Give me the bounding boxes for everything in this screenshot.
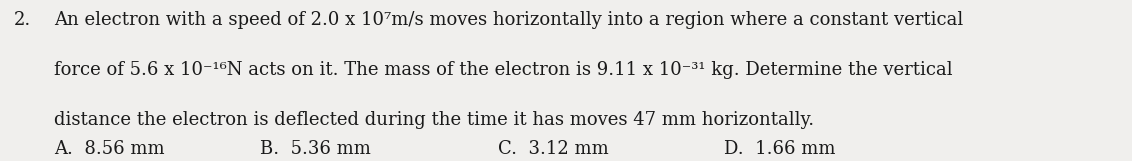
Text: D.  1.66 mm: D. 1.66 mm [724, 140, 835, 158]
Text: 2.: 2. [14, 11, 31, 29]
Text: B.  5.36 mm: B. 5.36 mm [260, 140, 371, 158]
Text: force of 5.6 x 10⁻¹⁶N acts on it. The mass of the electron is 9.11 x 10⁻³¹ kg. D: force of 5.6 x 10⁻¹⁶N acts on it. The ma… [54, 61, 953, 79]
Text: An electron with a speed of 2.0 x 10⁷m/s moves horizontally into a region where : An electron with a speed of 2.0 x 10⁷m/s… [54, 11, 963, 29]
Text: A.  8.56 mm: A. 8.56 mm [54, 140, 165, 158]
Text: C.  3.12 mm: C. 3.12 mm [498, 140, 609, 158]
Text: distance the electron is deflected during the time it has moves 47 mm horizontal: distance the electron is deflected durin… [54, 111, 814, 129]
